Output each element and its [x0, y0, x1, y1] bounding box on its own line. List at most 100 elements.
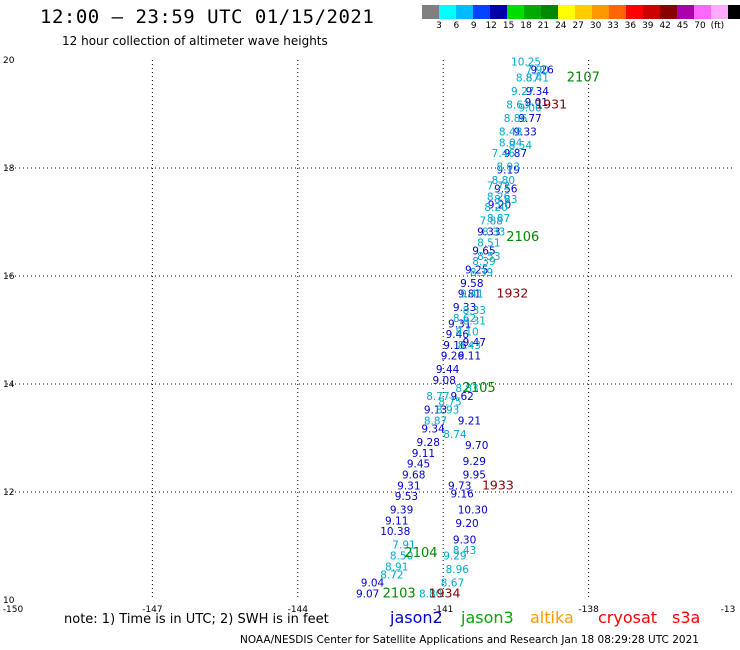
color-swatch: [473, 5, 490, 19]
jason2-swh-value: 9.81: [458, 289, 481, 301]
color-scale-labels: 3 6 9 12 15 18 21 24 27 30 33 36 39 42 45 70 (ft): [422, 21, 740, 35]
jason2-swh-value: 9.87: [504, 148, 527, 160]
color-swatch: [643, 5, 660, 19]
jason3-swh-value: 9.00: [518, 102, 541, 114]
jason3-swh-value: 8.33: [463, 305, 486, 317]
jason2-swh-value: 9.04: [361, 578, 385, 590]
color-swatch: [456, 5, 473, 19]
jason2-swh-value: 9.28: [417, 437, 440, 449]
color-swatch: [609, 5, 626, 19]
jason2-swh-value: 9.26: [441, 351, 465, 363]
legend-cryosat: cryosat: [598, 608, 658, 627]
color-swatch: [439, 5, 456, 19]
jason3-swh-value: 8.87: [516, 73, 539, 85]
color-swatch: [575, 5, 592, 19]
jason2-swh-value: 9.34: [421, 424, 445, 436]
jason3-swh-value: 9.27: [511, 86, 534, 98]
jason3-swh-value: 8.72: [380, 569, 403, 581]
jason2-swh-value: 9.20: [488, 200, 511, 212]
jason2-swh-value: 9.34: [526, 86, 550, 98]
jason3-swh-value: 8.93: [436, 405, 459, 417]
jason3-swh-value: 7.88: [480, 216, 503, 228]
jason3-swh-value: 8.63: [506, 100, 529, 112]
altika-pass-label: 2107: [567, 71, 600, 86]
jason2-swh-value: 9.44: [436, 364, 460, 376]
jason3-swh-value: 8.53: [477, 251, 500, 263]
color-swatch: [558, 5, 575, 19]
x-tick-label: -150: [3, 605, 24, 615]
jason2-swh-value: 9.30: [453, 534, 476, 546]
color-scale-label: 33: [607, 21, 619, 31]
cryosat-pass-label: 1934: [429, 585, 461, 600]
jason3-swh-value: 7.46: [492, 148, 516, 160]
jason3-swh-value: 8.87: [424, 416, 447, 428]
color-scale-label: 30: [589, 21, 602, 31]
y-tick-label: 18: [3, 164, 15, 174]
jason2-swh-value: 9.39: [390, 505, 413, 517]
jason2-swh-value: 9.46: [446, 329, 470, 341]
jason2-swh-value: 9.53: [395, 491, 418, 503]
altika-pass-label: 2106: [506, 230, 539, 245]
jason2-swh-value: 9.11: [458, 351, 481, 363]
jason2-swh-value: 9.19: [497, 164, 520, 176]
jason2-swh-value: 9.29: [463, 456, 486, 468]
jason2-swh-value: 9.33: [477, 227, 500, 239]
color-swatch: [728, 5, 740, 19]
jason3-swh-value: 8.51: [477, 237, 500, 249]
jason3-swh-value: 8.43: [453, 545, 476, 557]
jason2-swh-value: 9.20: [455, 518, 478, 530]
jason3-swh-value: 8.10: [455, 326, 478, 338]
jason3-swh-value: 7.90: [526, 65, 549, 77]
jason3-swh-value: 8.33: [482, 227, 505, 239]
jason2-swh-value: 9.16: [443, 340, 467, 352]
jason2-swh-value: 9.65: [472, 245, 495, 257]
jason3-swh-value: 8.80: [492, 175, 515, 187]
color-swatch: [541, 5, 558, 19]
x-tick-label: -13: [721, 605, 736, 615]
jason2-swh-value: 9.21: [458, 416, 481, 428]
color-swatch: [626, 5, 643, 19]
map-subtitle: 12 hour collection of altimeter wave hei…: [62, 34, 328, 48]
jason3-swh-value: 8.62: [453, 313, 476, 325]
jason3-swh-value: 8.87: [487, 213, 510, 225]
color-scale-label: 36: [624, 21, 637, 31]
legend-altika: altika: [530, 608, 574, 627]
jason3-swh-value: 8.96: [446, 564, 470, 576]
jason2-swh-value: 9.77: [518, 113, 541, 125]
jason2-swh-value: 9.68: [402, 470, 425, 482]
note-text: note: 1) Time is in UTC; 2) SWH is in fe…: [64, 612, 329, 627]
color-swatch: [711, 5, 728, 19]
legend-jason2: jason2: [390, 608, 443, 627]
altika-pass-label: 2104: [404, 546, 437, 561]
y-tick-label: 16: [3, 272, 15, 282]
color-scale-label: 12: [485, 21, 497, 31]
jason3-swh-value: 8.93: [497, 162, 520, 174]
y-tick-label: 10: [3, 596, 15, 606]
y-tick-label: 20: [3, 56, 15, 66]
color-scale-label: 39: [642, 21, 654, 31]
color-scale-label: (ft): [710, 21, 725, 31]
jason2-swh-value: 9.11: [385, 515, 408, 527]
color-scale-label: 9: [470, 21, 477, 31]
jason2-swh-value: 9.45: [407, 459, 430, 471]
jason3-swh-value: 7.91: [392, 540, 415, 552]
cryosat-pass-label: 1932: [497, 286, 529, 301]
color-swatch: [490, 5, 507, 19]
color-scale-label: 24: [555, 21, 567, 31]
jason2-swh-value: 10.38: [380, 526, 410, 538]
jason3-swh-value: 9.29: [443, 551, 466, 563]
jason2-swh-value: 9.01: [525, 97, 548, 109]
cryosat-pass-label: 1931: [535, 97, 567, 112]
color-swatch: [660, 5, 677, 19]
jason2-swh-value: 9.47: [463, 337, 486, 349]
color-scale-label: 70: [694, 21, 706, 31]
cryosat-pass-label: 1933: [482, 477, 514, 492]
jason2-swh-value: 9.25: [465, 264, 488, 276]
x-tick-label: -141: [433, 605, 453, 615]
color-swatch: [422, 5, 439, 19]
jason2-swh-value: 9.95: [463, 470, 486, 482]
color-swatch: [677, 5, 694, 19]
color-scale-bar: [422, 5, 740, 19]
color-scale-label: 15: [502, 21, 515, 31]
